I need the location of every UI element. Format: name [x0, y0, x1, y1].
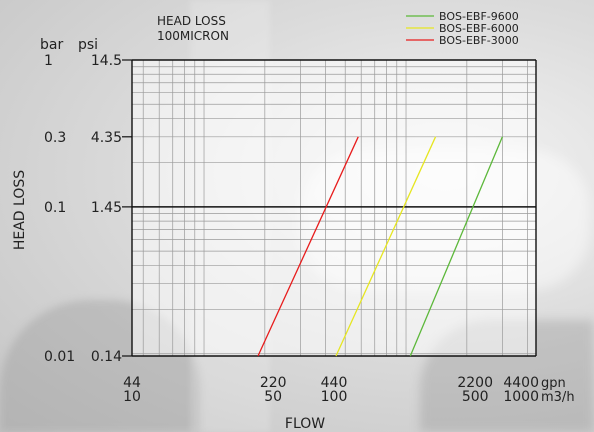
y-axis-label: HEAD LOSS — [12, 170, 28, 250]
legend-label: BOS-EBF-3000 — [439, 34, 519, 47]
x-tick-label-m3h: 50 — [264, 389, 282, 405]
plot-area — [132, 60, 536, 356]
series-line-bos-ebf-9600 — [409, 136, 504, 357]
x-tick-label-m3h: 10 — [123, 389, 141, 405]
x-tick-label-m3h: 1000 — [503, 389, 539, 405]
x-unit-label-m3h: m3/h — [541, 390, 575, 405]
x-tick-label-gpm: 220 — [260, 375, 287, 391]
y-tick-label-bar: 1 — [44, 53, 53, 69]
x-tick-label-m3h: 100 — [321, 389, 348, 405]
x-tick-label-gpm: 4400 — [503, 375, 539, 391]
x-tick-label-m3h: 500 — [462, 389, 489, 405]
x-tick-label-gpm: 2200 — [457, 375, 493, 391]
y-unit-header-psi: psi — [78, 37, 98, 53]
y-tick-label-bar: 0.01 — [44, 349, 75, 365]
y-tick-label-psi: 14.5 — [91, 53, 122, 69]
series-line-bos-ebf-6000 — [335, 136, 437, 357]
x-unit-label-gpn: gpn — [541, 376, 566, 391]
y-tick-label-bar: 0.3 — [44, 130, 66, 146]
series-lines — [257, 136, 504, 357]
series-line-bos-ebf-3000 — [257, 136, 359, 357]
y-tick-label-psi: 0.14 — [91, 349, 122, 365]
chart-title-line-1: HEAD LOSS — [157, 14, 226, 28]
y-tick-labels: 14.5 1 4.35 0.3 1.45 0.1 0.14 0.01 — [44, 53, 122, 365]
x-tick-label-gpm: 440 — [321, 375, 348, 391]
y-unit-header-bar: bar — [40, 37, 63, 53]
legend-label: BOS-EBF-9600 — [439, 10, 519, 23]
chart-title-line-2: 100MICRON — [157, 29, 229, 43]
y-tick-label-bar: 0.1 — [44, 200, 66, 216]
x-axis-label: FLOW — [285, 416, 325, 432]
y-tick-label-psi: 1.45 — [91, 200, 122, 216]
legend-label: BOS-EBF-6000 — [439, 22, 519, 35]
grid — [132, 60, 536, 356]
x-tick-label-gpm: 44 — [123, 375, 141, 391]
y-tick-label-psi: 4.35 — [91, 130, 122, 146]
plot-frame — [122, 59, 537, 357]
